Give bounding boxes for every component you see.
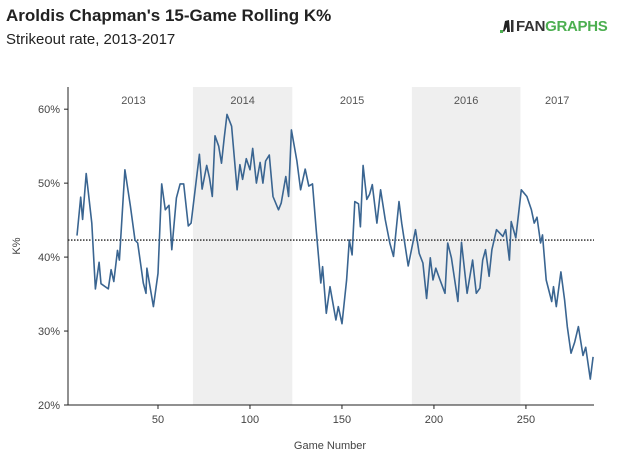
y-tick-label: 60% bbox=[38, 104, 60, 116]
fangraphs-logo: FANGRAPHS bbox=[500, 18, 608, 35]
chart-title: Aroldis Chapman's 15-Game Rolling K% bbox=[6, 6, 332, 25]
x-tick-label: 100 bbox=[241, 414, 259, 426]
batter-logo-icon bbox=[500, 20, 514, 33]
season-label-2015: 2015 bbox=[340, 95, 364, 107]
season-shade-2016 bbox=[411, 87, 521, 405]
x-axis-label: Game Number bbox=[294, 440, 366, 452]
x-tick-label: 50 bbox=[152, 414, 164, 426]
season-shade-2014 bbox=[192, 87, 293, 405]
y-tick-label: 40% bbox=[38, 252, 60, 264]
season-label-2014: 2014 bbox=[230, 95, 254, 107]
x-tick-label: 200 bbox=[425, 414, 443, 426]
y-tick-label: 50% bbox=[38, 178, 60, 190]
chart-subtitle: Strikeout rate, 2013-2017 bbox=[6, 31, 176, 48]
logo-text-green: GRAPHS bbox=[545, 18, 608, 35]
y-tick-label: 20% bbox=[38, 400, 60, 412]
x-tick-label: 150 bbox=[333, 414, 351, 426]
logo-text-dark: FAN bbox=[516, 18, 546, 35]
season-label-2013: 2013 bbox=[121, 95, 145, 107]
k-rate-line bbox=[76, 113, 594, 380]
x-tick-label: 250 bbox=[517, 414, 535, 426]
y-tick-label: 30% bbox=[38, 326, 60, 338]
y-axis-label: K% bbox=[11, 237, 23, 254]
season-label-2017: 2017 bbox=[545, 95, 569, 107]
season-label-2016: 2016 bbox=[454, 95, 478, 107]
